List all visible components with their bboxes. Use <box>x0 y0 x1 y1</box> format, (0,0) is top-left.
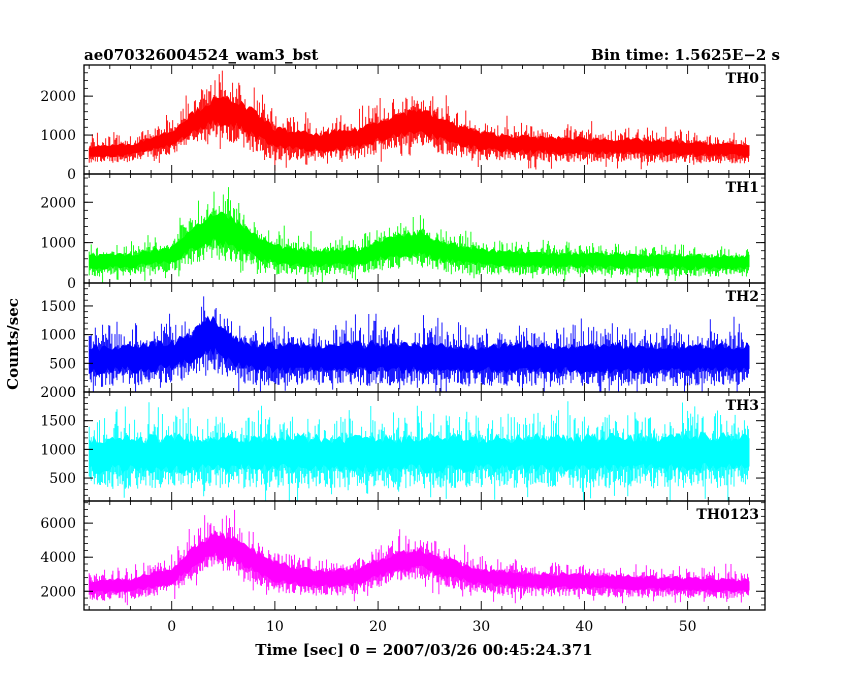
trace-th0 <box>88 70 749 171</box>
panel-th2: 0 500 1000 1500 TH2 <box>40 282 766 401</box>
x-tick-label: 50 <box>679 619 697 635</box>
panel-label-th0: TH0 <box>726 71 760 87</box>
y-tick-label: 1500 <box>40 299 76 315</box>
y-tick-label: 0 <box>67 167 76 183</box>
y-tick-label: 0 <box>67 385 76 401</box>
bin-time-label: Bin time: 1.5625E−2 s <box>591 46 780 64</box>
panel-th1: 0 1000 2000 TH1 <box>40 173 766 292</box>
y-tick-label: 1000 <box>40 442 76 458</box>
panel-label-th3: TH3 <box>726 398 759 414</box>
y-axis-title: Counts/sec <box>4 298 22 390</box>
y-tick-label: 6000 <box>40 516 76 532</box>
y-tick-label: 500 <box>49 356 76 372</box>
trace-th1 <box>88 187 749 283</box>
y-tick-label: 2000 <box>40 584 76 600</box>
x-axis-title: Time [sec] 0 = 2007/03/26 00:45:24.371 <box>255 641 592 659</box>
panel-th3: 500 1000 1500 2000 TH3 <box>40 385 766 502</box>
chart-title: ae070326004524_wam3_bst <box>84 46 318 64</box>
y-tick-label: 0 <box>67 276 76 292</box>
x-tick-label: 0 <box>167 619 176 635</box>
trace-th0123 <box>88 509 749 606</box>
trace-th3 <box>88 401 749 501</box>
x-tick-label: 20 <box>369 619 387 635</box>
panel-frame <box>83 500 766 611</box>
x-tick-label: 40 <box>576 619 594 635</box>
panel-label-th0123: TH0123 <box>696 507 759 523</box>
y-tick-label: 2000 <box>40 385 76 401</box>
trace-th2 <box>88 296 749 392</box>
panel-th0: 0 1000 2000 TH0 <box>40 64 766 183</box>
x-tick-label: 10 <box>266 619 284 635</box>
panel-label-th2: TH2 <box>726 289 759 305</box>
panel-th0123: 2000 4000 6000 TH0123 <box>40 500 766 611</box>
x-tick-label: 30 <box>472 619 490 635</box>
y-tick-label: 2000 <box>40 195 76 211</box>
y-tick-label: 1500 <box>40 414 76 430</box>
y-tick-label: 1000 <box>40 128 76 144</box>
x-axis-tick-labels: 0 10 20 30 40 50 <box>167 619 696 635</box>
panel-stack: 0 1000 2000 TH0 0 1000 2000 TH1 0 500 1000 1500 TH2 5… <box>40 64 766 611</box>
y-tick-label: 1000 <box>40 328 76 344</box>
y-tick-label: 500 <box>49 471 76 487</box>
y-tick-label: 2000 <box>40 89 76 105</box>
panel-label-th1: TH1 <box>726 180 759 196</box>
y-tick-label: 4000 <box>40 550 76 566</box>
y-tick-label: 1000 <box>40 236 76 252</box>
